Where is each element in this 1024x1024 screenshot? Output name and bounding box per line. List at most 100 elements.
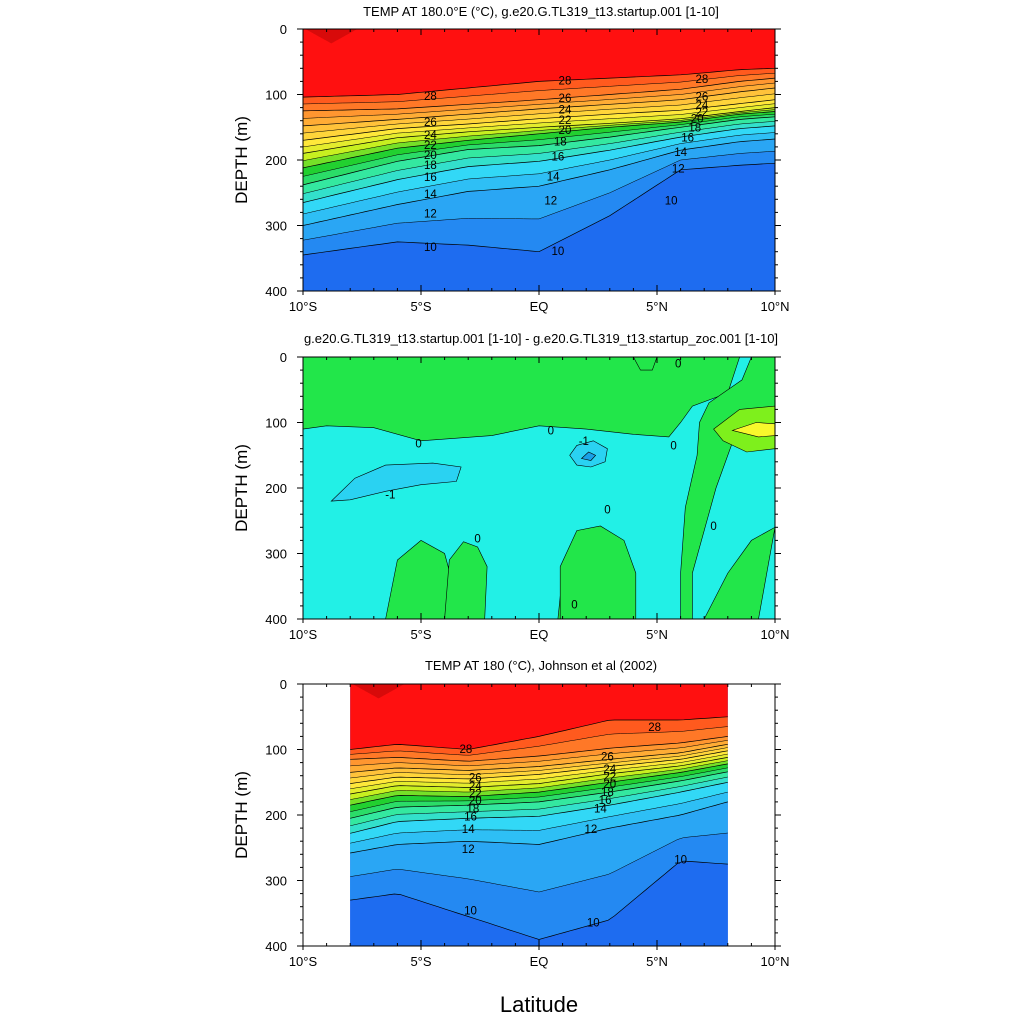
contour-label: 12 bbox=[424, 209, 437, 221]
x-tick-label: 5°S bbox=[410, 299, 431, 314]
panel-1-y-axis-label: DEPTH (m) bbox=[232, 116, 251, 204]
contour-label: 14 bbox=[594, 803, 607, 815]
contour-line bbox=[302, 125, 776, 203]
y-tick-label: 200 bbox=[265, 481, 287, 496]
contour-label: 0 bbox=[710, 521, 716, 533]
contour-label: 22 bbox=[695, 107, 708, 119]
contour-label: 20 bbox=[691, 114, 704, 126]
contour-label: 26 bbox=[469, 773, 482, 785]
contour-line-minor bbox=[302, 150, 776, 241]
contour-band bbox=[303, 29, 775, 98]
contour-label: 28 bbox=[424, 91, 437, 103]
contour-label: 0 bbox=[548, 425, 554, 437]
region-negative bbox=[302, 356, 776, 620]
contour-label: 16 bbox=[681, 133, 694, 145]
contour-band bbox=[350, 736, 728, 773]
panel-2-contour-labels: 0 0 -1 0 0 -1 0 0 0 0 bbox=[385, 359, 717, 612]
contour-band-half bbox=[303, 73, 775, 111]
x-tick-label: 10°N bbox=[760, 627, 789, 642]
contour-label: 28 bbox=[459, 744, 472, 756]
x-tick-label: 5°N bbox=[646, 299, 668, 314]
contour-line-minor bbox=[302, 82, 776, 119]
contour-label: 10 bbox=[551, 246, 564, 258]
region-positive-east bbox=[680, 356, 776, 620]
y-tick-label: 400 bbox=[265, 612, 287, 627]
x-tick-label: 10°S bbox=[289, 299, 318, 314]
contour-label: 26 bbox=[601, 752, 614, 764]
contour-label: 12 bbox=[544, 196, 557, 208]
contour-line bbox=[350, 736, 728, 762]
contour-line-minor bbox=[302, 121, 776, 194]
contour-label: 10 bbox=[665, 196, 678, 208]
contour-line-minor bbox=[350, 740, 728, 767]
warm-pocket bbox=[350, 684, 421, 699]
contour-label: 16 bbox=[424, 172, 437, 184]
panel-2-filled-contours bbox=[302, 356, 776, 620]
contour-label: 14 bbox=[674, 147, 687, 159]
contour-line-minor bbox=[302, 113, 776, 177]
contour-label: 0 bbox=[474, 533, 480, 545]
contour-label: 0 bbox=[604, 505, 610, 517]
contour-label: 26 bbox=[424, 117, 437, 129]
contour-label: 16 bbox=[551, 152, 564, 164]
contour-label: -1 bbox=[385, 490, 395, 502]
contour-label: 10 bbox=[674, 855, 687, 867]
contour-band-half bbox=[350, 833, 728, 940]
contour-band-half bbox=[350, 792, 728, 853]
panel-2-axes: 10°S 5°S EQ 5°N 10°N 0 100 200 300 400 bbox=[265, 350, 789, 642]
contour-label: 28 bbox=[695, 74, 708, 86]
y-tick-label: 0 bbox=[280, 350, 287, 365]
contour-label: 10 bbox=[587, 917, 600, 929]
contour-line bbox=[302, 116, 776, 186]
x-tick-label: EQ bbox=[530, 299, 549, 314]
contour-band-half bbox=[350, 754, 728, 794]
contour-line-minor bbox=[302, 72, 776, 105]
contour-line-minor bbox=[350, 832, 728, 893]
contour-label: 0 bbox=[571, 600, 577, 612]
contour-line bbox=[302, 162, 776, 256]
contour-line-minor bbox=[302, 93, 776, 134]
contour-line bbox=[350, 801, 728, 854]
panel-1-axes: 10°S 5°S EQ 5°N 10°N 0 100 200 300 400 bbox=[265, 22, 789, 314]
contour-line-minor bbox=[350, 767, 728, 812]
contour-line-minor bbox=[302, 103, 776, 148]
panel-model-temperature: TEMP AT 180.0°E (°C), g.e20.G.TL319_t13.… bbox=[232, 4, 790, 314]
y-tick-label: 100 bbox=[265, 88, 287, 103]
contour-label: 22 bbox=[559, 115, 572, 127]
shared-x-axis-label: Latitude bbox=[500, 992, 578, 1017]
panel-1-contour-lines bbox=[302, 67, 776, 256]
contour-label: 24 bbox=[469, 781, 482, 793]
contour-line-minor bbox=[302, 109, 776, 161]
y-tick-label: 400 bbox=[265, 284, 287, 299]
contour-label: 20 bbox=[424, 150, 437, 162]
panel-3-axes: 10°S 5°S EQ 5°N 10°N 0 100 200 300 400 bbox=[265, 677, 789, 969]
contour-line-minor bbox=[350, 760, 728, 800]
contour-label: 18 bbox=[688, 122, 701, 134]
contour-line bbox=[302, 111, 776, 169]
contour-band-half bbox=[350, 747, 728, 784]
x-tick-label: EQ bbox=[530, 954, 549, 969]
region-below-minus-1-core bbox=[580, 451, 597, 461]
region-positive-lobe bbox=[559, 525, 637, 620]
panel-3-y-axis-label: DEPTH (m) bbox=[232, 771, 251, 859]
contour-label: 0 bbox=[670, 440, 676, 452]
contour-label: 0 bbox=[675, 359, 681, 371]
contour-band bbox=[303, 163, 775, 291]
contour-label: 12 bbox=[672, 164, 685, 176]
panel-observed-temperature: TEMP AT 180 (°C), Johnson et al (2002) 2… bbox=[232, 658, 790, 969]
contour-label: 16 bbox=[464, 811, 477, 823]
contour-line bbox=[302, 138, 776, 226]
panel-3-contour-lines bbox=[350, 716, 728, 940]
x-tick-label: 10°S bbox=[289, 954, 318, 969]
contour-line bbox=[350, 716, 728, 750]
x-tick-label: 10°N bbox=[760, 954, 789, 969]
panel-3-contour-labels: 2826242220181614121026242220181614121028… bbox=[459, 722, 687, 929]
contour-line bbox=[302, 107, 776, 154]
contour-line bbox=[302, 87, 776, 127]
x-tick-label: 5°N bbox=[646, 954, 668, 969]
contour-label: 10 bbox=[464, 906, 477, 918]
contour-band bbox=[350, 716, 728, 762]
contour-line bbox=[350, 743, 728, 773]
contour-band-half bbox=[303, 132, 775, 226]
contour-label: 22 bbox=[603, 771, 616, 783]
